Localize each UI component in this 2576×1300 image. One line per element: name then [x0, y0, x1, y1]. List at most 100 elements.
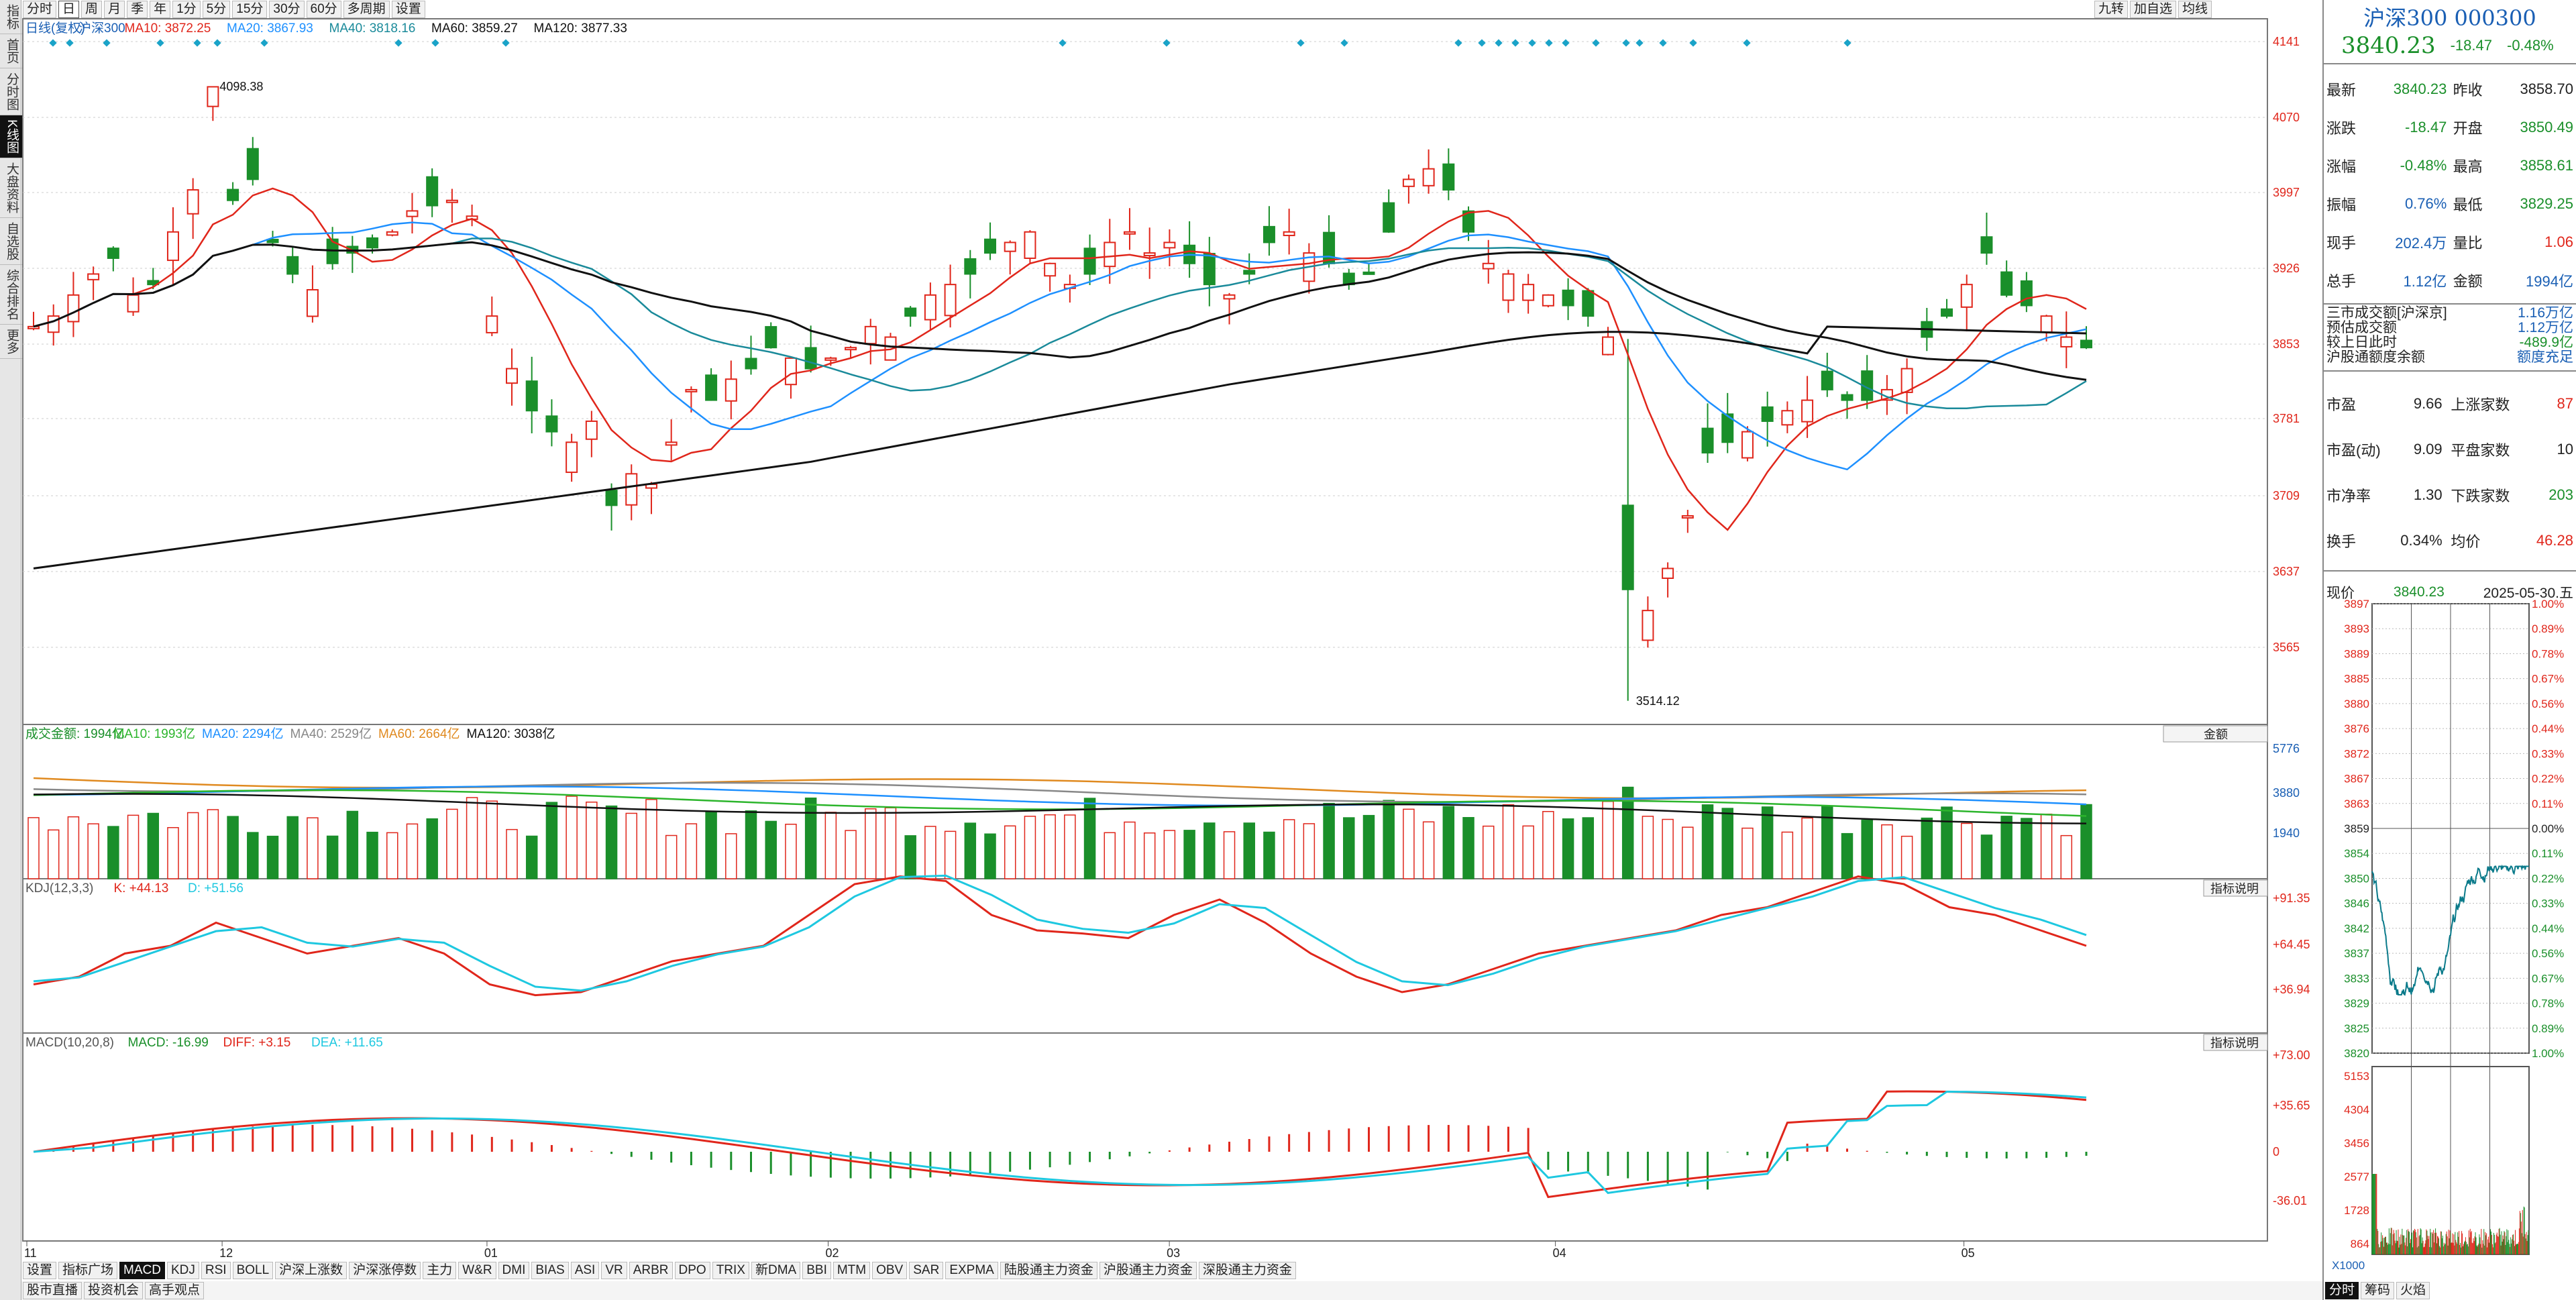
left-nav-item-5[interactable]: 自选股	[0, 218, 23, 265]
x-label: 11	[24, 1246, 37, 1260]
vol-selector[interactable]	[2163, 725, 2268, 743]
signal-marker	[260, 39, 268, 47]
candle-body	[166, 231, 179, 262]
candle-body	[486, 315, 498, 333]
intraday-chart[interactable]: 3897 1.00% 3893 0.89% 3889 0.78% 3885 0.67% 3880…	[2324, 584, 2576, 1280]
indicator-tab-4[interactable]: RSI	[201, 1262, 231, 1279]
left-nav-item-7[interactable]: 更多	[0, 325, 23, 359]
top-right-btn-0[interactable]: 九转	[2094, 1, 2129, 18]
signal-marker	[1622, 39, 1630, 47]
volume-bar	[286, 816, 299, 879]
indicator-tab-1[interactable]: 指标广场	[58, 1262, 118, 1279]
candle-body	[745, 358, 757, 370]
legend-item: MA60: 2664亿	[378, 726, 460, 741]
indicator-tab-3[interactable]: KDJ	[166, 1262, 199, 1279]
period-tab-1[interactable]: 日	[58, 1, 80, 18]
intraday-tab-0[interactable]: 分时	[2325, 1282, 2359, 1299]
indicator-tab-17[interactable]: 新DMA	[751, 1262, 801, 1279]
mini-vol-tick: 3456	[2344, 1137, 2369, 1150]
mini-zoom[interactable]: X1000	[2332, 1259, 2365, 1272]
mini-price-tick: 3885	[2344, 673, 2369, 686]
macd-tick: +35.65	[2273, 1099, 2310, 1112]
price-panel	[22, 18, 2268, 725]
intraday-tab-1[interactable]: 筹码	[2361, 1282, 2395, 1299]
candle-body	[685, 388, 698, 392]
indicator-tab-21[interactable]: SAR	[909, 1262, 944, 1279]
period-tab-4[interactable]: 季	[127, 1, 148, 18]
volume-bar	[1283, 819, 1295, 879]
period-tab-6[interactable]: 1分	[172, 1, 201, 18]
indicator-tab-23[interactable]: 陆股通主力资金	[1000, 1262, 1097, 1279]
left-nav-item-6[interactable]: 综合排名	[0, 265, 23, 325]
candle-body	[1283, 231, 1295, 237]
top-right-btn-2[interactable]: 均线	[2178, 1, 2212, 18]
period-tab-11[interactable]: 多周期	[343, 1, 390, 18]
indicator-tab-9[interactable]: W&R	[458, 1262, 496, 1279]
indicator-tab-15[interactable]: DPO	[674, 1262, 710, 1279]
mini-pct-tick: 0.56%	[2532, 947, 2564, 960]
period-tab-7[interactable]: 5分	[202, 1, 231, 18]
macd-help-button[interactable]	[2203, 1034, 2268, 1051]
period-tab-9[interactable]: 30分	[269, 1, 305, 18]
indicator-tab-25[interactable]: 深股通主力资金	[1198, 1262, 1296, 1279]
indicator-tab-12[interactable]: ASI	[570, 1262, 600, 1279]
bottom-tab-0[interactable]: 股市直播	[23, 1282, 83, 1299]
volume-bar	[207, 809, 219, 879]
indicator-tab-18[interactable]: BBI	[802, 1262, 831, 1279]
indicator-tab-20[interactable]: OBV	[872, 1262, 908, 1279]
indicator-tab-0[interactable]: 设置	[23, 1262, 57, 1279]
candle-body	[784, 357, 797, 386]
signal-marker	[1495, 39, 1503, 47]
indicator-tab-11[interactable]: BIAS	[531, 1262, 569, 1279]
quote-key: 开盘	[2453, 119, 2483, 137]
mini-price-tick: 3889	[2344, 647, 2369, 660]
indicator-tab-7[interactable]: 沪深涨停数	[349, 1262, 421, 1279]
intraday-tab-2[interactable]: 火焰	[2396, 1282, 2430, 1299]
indicator-tab-19[interactable]: MTM	[833, 1262, 871, 1279]
volume-bar	[566, 796, 578, 879]
volume-bar	[984, 833, 996, 879]
indicator-tab-5[interactable]: BOLL	[232, 1262, 274, 1279]
indicator-tab-22[interactable]: EXPMA	[945, 1262, 998, 1279]
left-nav-item-0[interactable]: 指标	[0, 0, 23, 34]
period-tab-0[interactable]: 分时	[23, 1, 57, 18]
indicator-tab-13[interactable]: VR	[601, 1262, 627, 1279]
macd-panel	[22, 1032, 2268, 1242]
period-tab-12[interactable]: 设置	[391, 1, 425, 18]
left-nav-item-2[interactable]: 分时图	[0, 68, 23, 115]
quote-val: 3858.70	[2520, 80, 2573, 97]
kdj-help-button[interactable]	[2203, 879, 2268, 897]
turnover-block: 三市成交额[沪深京] 1.16万亿 预估成交额 1.12万亿 较上日此时 -489.9亿沪…	[2324, 303, 2576, 365]
bottom-tab-2[interactable]: 高手观点	[145, 1282, 205, 1299]
current-price: 3840.23	[2341, 32, 2436, 59]
period-tab-2[interactable]: 周	[81, 1, 103, 18]
left-nav-item-3[interactable]: K线图	[0, 115, 23, 158]
volume-bar	[765, 820, 777, 879]
indicator-tab-10[interactable]: DMI	[498, 1262, 530, 1279]
indicator-tab-2[interactable]: MACD	[119, 1262, 165, 1279]
indicator-tab-16[interactable]: TRIX	[712, 1262, 749, 1279]
period-tab-5[interactable]: 年	[150, 1, 171, 18]
volume-ma-line	[33, 781, 2087, 803]
candle-body	[1562, 289, 1574, 307]
indicator-tab-8[interactable]: 主力	[423, 1262, 457, 1279]
indicator-tab-24[interactable]: 沪股通主力资金	[1099, 1262, 1197, 1279]
volume-bar	[1024, 816, 1036, 879]
bottom-tab-1[interactable]: 投资机会	[84, 1282, 144, 1299]
candle-body	[1044, 262, 1057, 277]
volume-bar	[1243, 822, 1255, 879]
quote-val: -18.47	[2404, 118, 2447, 136]
top-right-btn-1[interactable]: 加自选	[2130, 1, 2177, 18]
indicator-tab-6[interactable]: 沪深上涨数	[275, 1262, 347, 1279]
left-nav-item-1[interactable]: 首页	[0, 34, 23, 68]
candle-body	[1980, 236, 1993, 254]
quote-row: 涨跌 -18.47 开盘 3850.49	[2324, 108, 2576, 146]
period-tab-8[interactable]: 15分	[232, 1, 268, 18]
left-nav-item-4[interactable]: 大盘资料	[0, 158, 23, 218]
indicator-tab-14[interactable]: ARBR	[629, 1262, 673, 1279]
turnover-row: 较上日此时 -489.9亿	[2324, 335, 2576, 350]
candle-body	[705, 374, 718, 401]
period-tab-10[interactable]: 60分	[306, 1, 341, 18]
period-tab-3[interactable]: 月	[104, 1, 125, 18]
